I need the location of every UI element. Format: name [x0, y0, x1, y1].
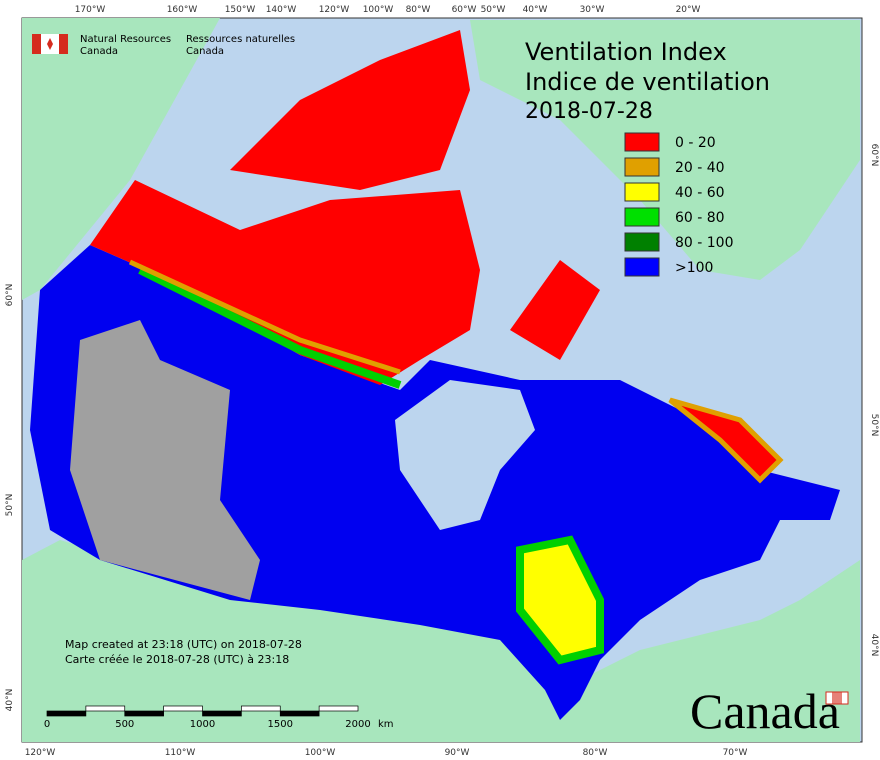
graticule-label: 80°W	[406, 5, 431, 15]
graticule-label: 120°W	[25, 748, 56, 758]
graticule-label: 60°N	[5, 284, 15, 307]
legend-swatch	[624, 182, 660, 202]
graticule-label: 170°W	[75, 5, 106, 15]
scale-unit: km	[378, 719, 394, 730]
graticule-label: 40°N	[5, 689, 15, 712]
graticule-label: 50°N	[869, 414, 879, 437]
footer: Carte créée le 2018-07-28 (UTC) à 23:18	[65, 653, 289, 666]
scale-segment	[318, 705, 359, 712]
labrador-coast	[668, 397, 784, 484]
legend-label: 60 - 80	[675, 210, 725, 226]
graticule-label: 100°W	[363, 5, 394, 15]
graticule-label: 30°W	[580, 5, 605, 15]
legend-swatch	[624, 257, 660, 277]
scale-segment	[124, 710, 164, 717]
greenland	[470, 20, 860, 280]
scale-label: 500	[115, 719, 134, 730]
wordmark: Canada	[690, 683, 840, 739]
scale-segment	[46, 710, 87, 717]
legend-swatch	[624, 232, 660, 252]
graticule-label: 20°W	[676, 5, 701, 15]
transition-band2	[128, 259, 401, 375]
logo-text: Canada	[186, 46, 224, 57]
graticule-label: 50°N	[5, 494, 15, 517]
scale-label: 2000	[345, 719, 370, 730]
hudson-bay	[395, 380, 535, 530]
graticule-label: 120°W	[319, 5, 350, 15]
flag-bar	[32, 34, 41, 54]
flag-bar	[59, 34, 68, 54]
graticule-label: 150°W	[225, 5, 256, 15]
graticule-label: 80°W	[583, 748, 608, 758]
logo-text: Canada	[80, 46, 118, 57]
graticule-label: 50°W	[481, 5, 506, 15]
graticule-label: 140°W	[266, 5, 297, 15]
scale-segment	[85, 705, 126, 712]
scale-segment	[163, 705, 203, 712]
legend-swatch	[624, 157, 660, 177]
footer: Map created at 23:18 (UTC) on 2018-07-28	[65, 638, 302, 651]
legend-swatch	[624, 207, 660, 227]
title: 2018-07-28	[525, 99, 653, 124]
no-data-area	[70, 320, 260, 600]
baffin-south	[510, 260, 600, 360]
scale-segment	[279, 710, 320, 717]
arctic-low	[90, 180, 480, 385]
legend-label: 0 - 20	[675, 135, 716, 151]
graticule-label: 70°W	[723, 748, 748, 758]
legend-swatch	[624, 132, 660, 152]
scale-label: 0	[44, 719, 50, 730]
graticule-label: 40°W	[523, 5, 548, 15]
alaska	[22, 18, 220, 300]
legend-label: 40 - 60	[675, 185, 725, 201]
arctic-islands	[230, 30, 470, 190]
graticule-label: 60°N	[869, 144, 879, 167]
scale-segment	[202, 710, 242, 717]
scale-label: 1000	[190, 719, 215, 730]
logo: Natural Resources Canada Ressources natu…	[32, 34, 295, 57]
legend-label: 80 - 100	[675, 235, 734, 251]
title: Indice de ventilation	[525, 68, 770, 96]
scale-segment	[241, 705, 281, 712]
graticule-label: 160°W	[167, 5, 198, 15]
wordmark-flag	[832, 692, 842, 704]
usa	[22, 540, 860, 742]
ontario-mid	[516, 535, 604, 665]
graticule-label: 100°W	[305, 748, 336, 758]
title: Ventilation Index	[525, 38, 727, 66]
graticule-label: 110°W	[165, 748, 196, 758]
logo-text: Ressources naturelles	[186, 34, 295, 45]
graticule-label: 90°W	[445, 748, 470, 758]
legend-label: >100	[675, 260, 713, 276]
legend-label: 20 - 40	[675, 160, 725, 176]
scale-label: 1500	[268, 719, 293, 730]
flag-leaf	[47, 38, 53, 50]
graticule-label: 40°N	[869, 634, 879, 657]
graticule-label: 60°W	[452, 5, 477, 15]
logo-text: Natural Resources	[80, 34, 171, 45]
transition-band	[138, 266, 402, 389]
